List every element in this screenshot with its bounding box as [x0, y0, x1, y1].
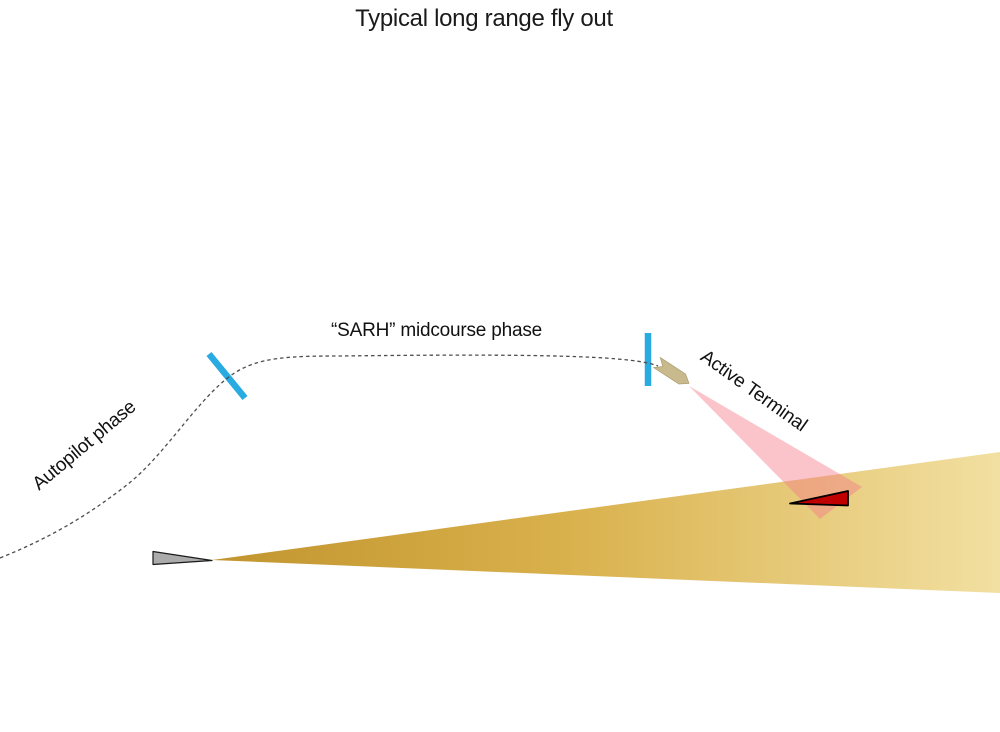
target-aircraft-wedge [789, 490, 849, 507]
radar-beam-cone [212, 452, 1000, 593]
page-title: Typical long range fly out [355, 5, 613, 32]
trajectory-path [0, 354, 659, 559]
seeker-beam-cone [689, 386, 862, 519]
launch-aircraft-wedge [152, 550, 213, 566]
label-sarh-midcourse-phase: “SARH” midcourse phase [331, 320, 543, 341]
missile-chevron [652, 356, 690, 385]
phase-tick-1 [206, 351, 248, 401]
